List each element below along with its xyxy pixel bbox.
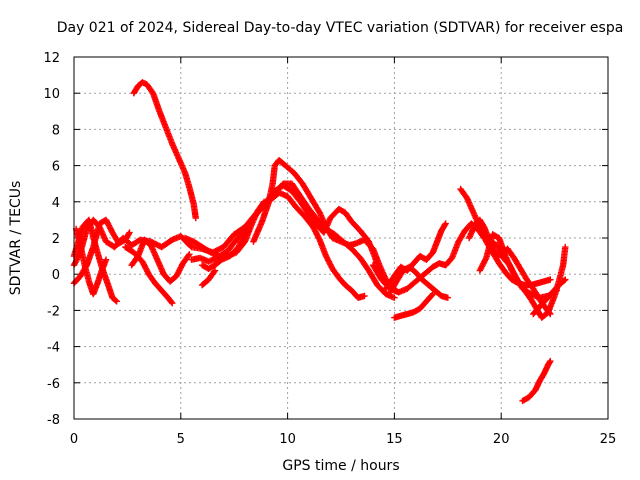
data-point <box>562 276 569 283</box>
series-sat-v <box>519 357 554 405</box>
data-point <box>428 291 436 299</box>
x-tick-label: 0 <box>70 432 78 447</box>
y-tick-label: -6 <box>47 377 60 392</box>
x-axis-label: GPS time / hours <box>282 458 399 474</box>
y-axis-label: SDTVAR / TECUs <box>8 181 24 296</box>
series-sat-e <box>122 243 176 307</box>
data-point <box>547 357 554 365</box>
data-point <box>561 277 568 284</box>
y-tick-label: 4 <box>52 196 60 211</box>
chart-title: Day 021 of 2024, Sidereal Day-to-day VTE… <box>57 20 624 36</box>
data-point <box>126 229 133 236</box>
y-tick-label: -4 <box>47 341 60 356</box>
grid <box>74 57 608 419</box>
data-points <box>70 79 569 405</box>
x-tick-label: 20 <box>493 432 510 447</box>
data-point <box>391 294 398 301</box>
series-sat-f <box>128 236 193 285</box>
data-point <box>429 290 437 298</box>
series-sat-u <box>530 276 569 318</box>
x-tick-label: 15 <box>386 432 403 447</box>
data-point <box>442 220 449 227</box>
data-point <box>441 221 449 228</box>
y-tick-label: 6 <box>52 160 60 175</box>
data-point <box>169 299 176 307</box>
series-sat-g <box>130 79 199 222</box>
y-tick-label: 2 <box>52 232 60 247</box>
data-point <box>546 359 553 366</box>
x-tick-label: 10 <box>279 432 296 447</box>
data-point <box>102 256 110 263</box>
data-point <box>361 292 368 300</box>
y-tick-label: 12 <box>43 51 60 66</box>
y-tick-label: -8 <box>47 413 60 428</box>
series-sat-q <box>382 220 449 292</box>
data-point <box>185 252 192 259</box>
series-sat-c <box>72 225 110 298</box>
data-point <box>186 251 193 258</box>
series-sat-d <box>70 216 133 287</box>
x-tick-label: 5 <box>177 432 185 447</box>
data-point <box>168 298 175 306</box>
data-point <box>547 276 554 283</box>
series-sat-j <box>198 200 270 272</box>
data-point <box>315 235 323 242</box>
y-tick-label: -2 <box>47 304 60 319</box>
data-point <box>482 256 489 263</box>
data-point <box>112 297 119 304</box>
data-point <box>444 294 451 301</box>
series-sat-p <box>391 290 437 321</box>
data-point <box>210 268 218 276</box>
data-point <box>192 214 199 222</box>
axis-ticks: 0 5 10 15 20 25 -8 -6 -4 -2 0 2 4 6 8 10 12 <box>43 51 616 447</box>
data-point <box>240 232 248 239</box>
data-point <box>211 267 219 274</box>
series-sat-m <box>263 182 390 285</box>
y-tick-label: 8 <box>52 123 60 138</box>
data-point <box>113 298 120 305</box>
x-tick-label: 25 <box>600 432 617 447</box>
y-tick-label: 10 <box>43 87 60 102</box>
data-point <box>125 230 133 237</box>
series-sat-k <box>198 267 219 289</box>
plot-frame <box>73 56 609 420</box>
data-point <box>562 243 569 251</box>
series-sat-i <box>188 189 368 301</box>
y-tick-label: 0 <box>52 268 60 283</box>
